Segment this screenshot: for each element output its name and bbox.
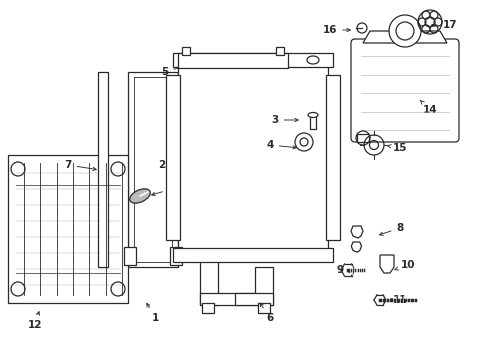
- Text: 16: 16: [323, 25, 350, 35]
- Bar: [276, 47, 284, 55]
- Bar: [173, 53, 333, 67]
- Text: 7: 7: [64, 160, 96, 171]
- FancyBboxPatch shape: [351, 39, 459, 142]
- Ellipse shape: [130, 189, 150, 203]
- Text: 12: 12: [28, 312, 42, 330]
- Bar: [166, 75, 180, 240]
- Text: 2: 2: [158, 157, 175, 170]
- Bar: [98, 72, 108, 267]
- Ellipse shape: [308, 112, 318, 117]
- Text: 1: 1: [147, 303, 159, 323]
- Ellipse shape: [307, 56, 319, 64]
- Text: 10: 10: [395, 260, 415, 270]
- Bar: [202, 303, 214, 313]
- Bar: [357, 134, 369, 142]
- Polygon shape: [363, 31, 447, 43]
- Bar: [326, 75, 340, 240]
- Text: 3: 3: [271, 115, 298, 125]
- Bar: [8, 155, 128, 303]
- Text: 6: 6: [260, 303, 273, 323]
- Bar: [178, 53, 288, 68]
- Bar: [128, 72, 178, 267]
- Polygon shape: [380, 255, 394, 273]
- Text: 13: 13: [151, 183, 182, 195]
- Text: 17: 17: [432, 20, 457, 30]
- Bar: [258, 303, 270, 313]
- Text: 5: 5: [161, 66, 184, 77]
- Text: 14: 14: [420, 100, 437, 115]
- Bar: [310, 115, 316, 129]
- Text: 4: 4: [266, 140, 296, 150]
- Text: 15: 15: [387, 143, 407, 153]
- Bar: [173, 248, 333, 262]
- Bar: [235, 293, 273, 305]
- Ellipse shape: [187, 56, 199, 64]
- Bar: [182, 47, 190, 55]
- Circle shape: [396, 22, 414, 40]
- Circle shape: [389, 15, 421, 47]
- Bar: [178, 65, 328, 250]
- Text: 8: 8: [380, 223, 404, 235]
- Bar: [170, 247, 182, 265]
- Polygon shape: [351, 226, 363, 238]
- Text: 11: 11: [389, 295, 407, 305]
- Text: 9: 9: [337, 265, 352, 275]
- Bar: [200, 255, 218, 305]
- Bar: [255, 267, 273, 305]
- Bar: [200, 293, 255, 305]
- Bar: [124, 247, 136, 265]
- Polygon shape: [351, 242, 362, 252]
